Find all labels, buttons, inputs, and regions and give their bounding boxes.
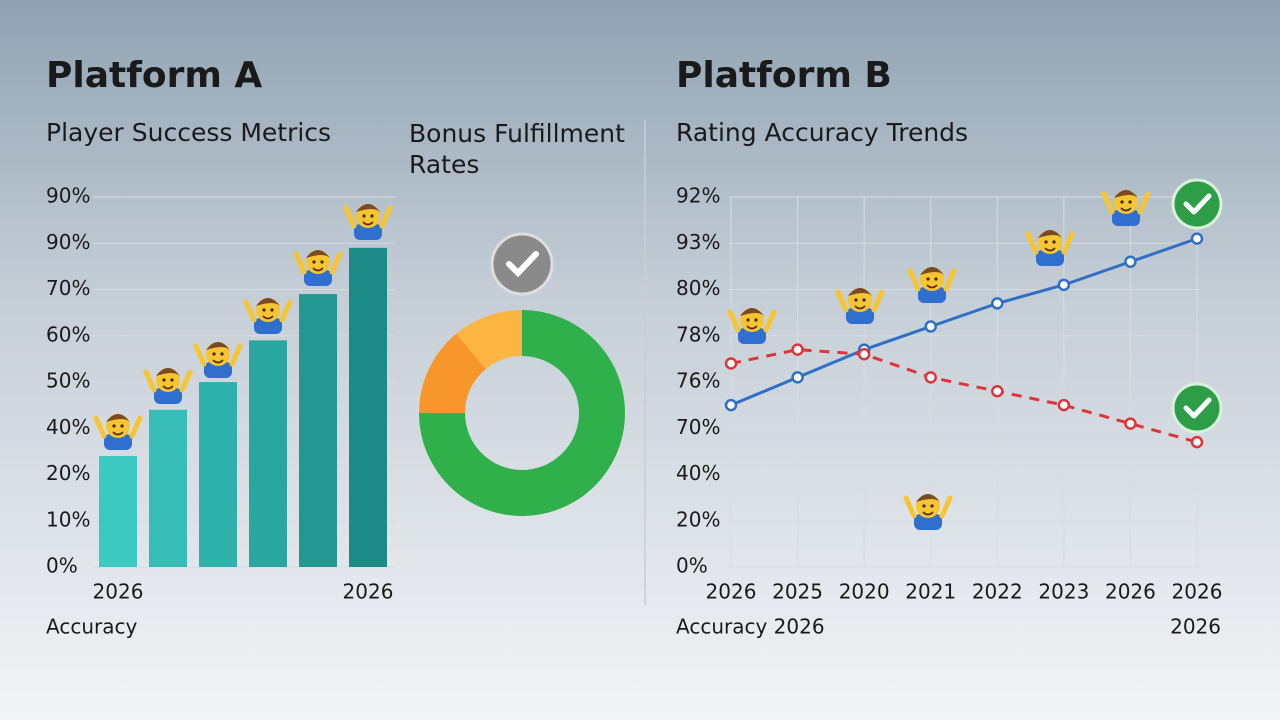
bar xyxy=(349,247,387,567)
y-tick-label: 93% xyxy=(676,230,720,254)
chart-title: Player Success Metrics xyxy=(46,118,331,147)
y-tick-label: 20% xyxy=(676,507,720,531)
pie-slice xyxy=(419,310,625,516)
y-tick-label: 90% xyxy=(46,184,90,208)
pie-slice xyxy=(419,333,486,413)
y-tick-label: 20% xyxy=(46,461,90,485)
x-tick-label: 2020 xyxy=(839,580,890,604)
y-tick-label: 0% xyxy=(46,554,78,578)
y-tick-label: 92% xyxy=(676,184,720,208)
y-tick-label: 78% xyxy=(676,322,720,346)
x-tick-label: 2026 xyxy=(1105,580,1156,604)
y-tick-label: 90% xyxy=(46,230,90,254)
x-tick-label: 2026 xyxy=(1172,580,1223,604)
x-tick-label: 2022 xyxy=(972,580,1023,604)
x-tick-label: 2026 xyxy=(343,580,394,604)
y-tick-label: 40% xyxy=(46,415,90,439)
line-point xyxy=(1190,435,1204,449)
line-point xyxy=(1190,232,1204,245)
pie-slice xyxy=(456,310,522,370)
y-tick-label: 70% xyxy=(46,276,90,300)
chart-title: Rating Accuracy Trends xyxy=(676,118,968,147)
line-point xyxy=(924,320,937,333)
bar xyxy=(99,456,137,567)
platform-heading: Platform A xyxy=(46,55,262,96)
line-point xyxy=(724,398,738,412)
x-tick-label: 2025 xyxy=(772,580,823,604)
x-tick-label: 2026 xyxy=(706,580,757,604)
x-tick-label: 2023 xyxy=(1038,580,1089,604)
line-point xyxy=(991,385,1004,398)
annotation: 2026 xyxy=(1170,615,1221,639)
platform-heading: Platform B xyxy=(676,55,892,96)
bar xyxy=(199,382,237,567)
y-tick-label: 70% xyxy=(676,415,720,439)
chart-title: Bonus Fulfillment Rates xyxy=(409,119,625,179)
line-point xyxy=(991,297,1004,310)
x-axis-label: Accuracy 2026 xyxy=(676,615,825,639)
y-tick-label: 0% xyxy=(676,554,708,578)
line-series xyxy=(730,348,1198,444)
bar xyxy=(249,340,287,567)
bar xyxy=(149,409,187,567)
line-point xyxy=(791,371,804,384)
y-tick-label: 60% xyxy=(46,322,90,346)
decorations xyxy=(96,180,1221,530)
line-point xyxy=(924,371,937,384)
line-point xyxy=(791,343,804,356)
line-point xyxy=(1124,255,1137,268)
line-point xyxy=(1057,278,1071,292)
bar xyxy=(299,294,337,567)
line-series xyxy=(730,237,1198,407)
y-tick-label: 10% xyxy=(46,507,90,531)
line-point xyxy=(1057,398,1071,412)
x-tick-label: 2021 xyxy=(905,580,956,604)
x-tick-label: 2026 xyxy=(93,580,144,604)
x-axis-label: Accuracy xyxy=(46,615,137,639)
line-point xyxy=(1124,417,1137,430)
line-point xyxy=(857,348,871,361)
y-tick-label: 50% xyxy=(46,369,90,393)
y-tick-label: 80% xyxy=(676,276,720,300)
y-tick-label: 40% xyxy=(676,461,720,485)
line-point xyxy=(724,357,738,370)
y-tick-label: 76% xyxy=(676,369,720,393)
